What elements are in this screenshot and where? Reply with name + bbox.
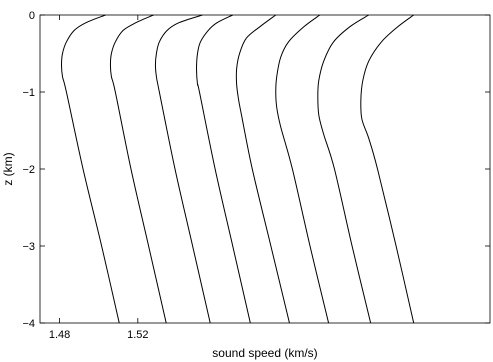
y-tick-label: −1 [22,87,35,99]
axis-ticks [40,14,490,324]
plot-frame [39,14,491,324]
profile-curve-3 [154,14,211,324]
y-tick-label: −4 [22,318,35,330]
y-axis-label: z (km) [1,152,15,185]
profile-curve-6 [275,14,330,324]
profile-curve-4 [196,14,251,324]
y-tick-label: −2 [22,164,35,176]
profile-curves [61,14,415,324]
y-tick-label: 0 [29,10,35,22]
profile-curve-8 [360,14,415,324]
x-tick-label: 1.52 [127,329,148,341]
tick-labels: 0 −1 −2 −3 −4 1.48 1.52 [22,10,148,341]
x-axis-label: sound speed (km/s) [212,346,317,360]
x-tick-label: 1.48 [49,329,70,341]
profile-curve-2 [109,14,167,324]
profile-curve-5 [235,14,290,324]
y-tick-label: −3 [22,241,35,253]
profile-curve-1 [61,14,120,324]
profile-curve-7 [317,14,372,324]
